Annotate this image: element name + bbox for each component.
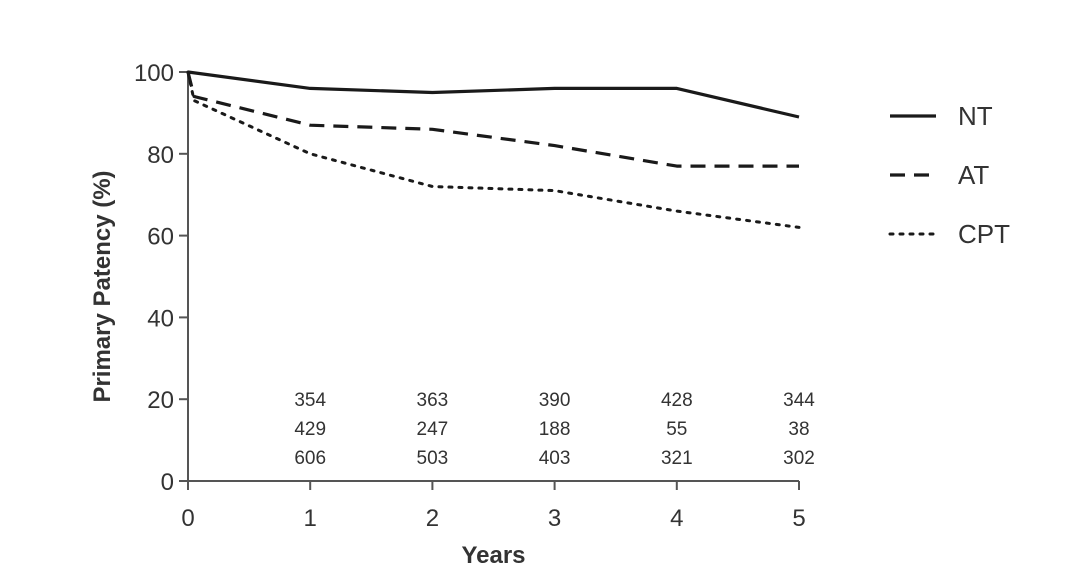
at-risk-value: 55	[666, 419, 687, 440]
x-axis-title: Years	[461, 542, 525, 569]
y-axis-title: Primary Patency (%)	[89, 170, 116, 402]
series-line-cpt	[186, 70, 801, 229]
at-risk-value: 321	[661, 448, 693, 469]
at-risk-value: 354	[294, 390, 326, 411]
at-risk-value: 429	[294, 419, 326, 440]
x-tick-label: 4	[670, 505, 683, 532]
at-risk-value: 302	[783, 448, 815, 469]
x-tick-label: 3	[548, 505, 561, 532]
legend: NT AT CPT	[888, 101, 1010, 249]
at-risk-value: 247	[417, 419, 449, 440]
series-line-at	[186, 71, 799, 168]
series-line-nt	[187, 70, 800, 119]
y-tick-label: 0	[161, 469, 174, 496]
series-lines	[186, 70, 801, 229]
at-risk-value: 390	[539, 390, 571, 411]
x-axis-ticks: 0 1 2 3 4 5	[181, 481, 806, 532]
y-tick-label: 80	[147, 142, 174, 169]
legend-label: NT	[958, 101, 993, 131]
legend-label: AT	[958, 160, 989, 190]
at-risk-table: 354 363 390 428 344 429 247 188 55 38 606 503 403 321…	[294, 390, 815, 469]
at-risk-value: 363	[417, 390, 449, 411]
at-risk-value: 38	[788, 419, 809, 440]
at-risk-value: 403	[539, 448, 571, 469]
y-tick-label: 60	[147, 224, 174, 251]
x-tick-label: 5	[792, 505, 805, 532]
x-tick-label: 2	[426, 505, 439, 532]
at-risk-value: 503	[417, 448, 449, 469]
y-axis-ticks: 0 20 40 60 80 100	[134, 60, 188, 496]
x-tick-label: 0	[181, 505, 194, 532]
y-tick-label: 20	[147, 387, 174, 414]
at-risk-value: 606	[294, 448, 326, 469]
legend-label: CPT	[958, 219, 1010, 249]
at-risk-value: 344	[783, 390, 815, 411]
y-tick-label: 100	[134, 60, 174, 87]
y-tick-label: 40	[147, 305, 174, 332]
x-tick-label: 1	[304, 505, 317, 532]
at-risk-value: 188	[539, 419, 571, 440]
at-risk-value: 428	[661, 390, 693, 411]
